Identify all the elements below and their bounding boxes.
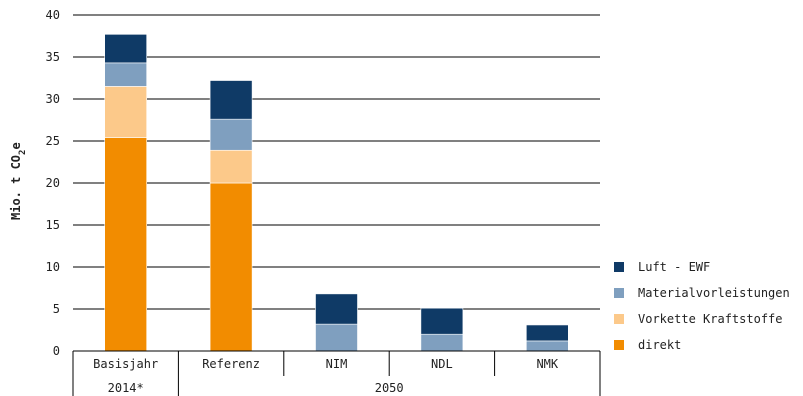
bar-segment <box>420 307 464 335</box>
bar-segment <box>104 62 147 87</box>
bars <box>104 34 569 352</box>
legend: Luft - EWF Materialvorleistungen Vorkette … <box>614 260 790 352</box>
x-tick-label: Referenz <box>202 357 260 371</box>
x-tick-label: NIM <box>326 357 348 371</box>
bar-segment <box>104 137 147 352</box>
y-tick-label: 5 <box>53 302 60 316</box>
bar-segment <box>104 86 147 138</box>
legend-swatch <box>614 262 624 272</box>
bar-segment <box>209 118 253 151</box>
y-tick-label: 35 <box>46 50 60 64</box>
y-tick-label: 30 <box>46 92 60 106</box>
y-axis-label: Mio. t CO2e <box>9 142 28 220</box>
legend-label: Materialvorleistungen <box>638 286 790 300</box>
legend-swatch <box>614 288 624 298</box>
gridlines <box>73 14 600 352</box>
legend-swatch <box>614 314 624 324</box>
bar-segment <box>209 182 253 352</box>
legend-label: Vorkette Kraftstoffe <box>638 312 783 326</box>
bar-segment <box>209 149 253 184</box>
y-tick-label: 40 <box>46 8 60 22</box>
x-group-label: 2050 <box>375 381 404 395</box>
legend-swatch <box>614 340 624 350</box>
y-tick-label: 15 <box>46 218 60 232</box>
legend-label: Luft - EWF <box>638 260 710 274</box>
x-tick-label: Basisjahr <box>93 357 158 371</box>
y-tick-labels: 0 5 10 15 20 25 30 35 40 <box>46 8 60 358</box>
bar-segment <box>104 34 147 64</box>
y-tick-label: 10 <box>46 260 60 274</box>
bar-segment <box>525 340 569 352</box>
x-axis: Basisjahr Referenz NIM NDL NMK 2014* 2050 <box>72 350 601 396</box>
bar-segment <box>315 323 358 352</box>
bar-segment <box>420 333 464 352</box>
x-tick-label: NMK <box>536 357 558 371</box>
x-tick-label: NDL <box>431 357 453 371</box>
bar-segment <box>525 324 569 342</box>
bar-segment <box>315 293 358 325</box>
x-sub-label: 2014* <box>108 381 144 395</box>
y-tick-label: 20 <box>46 176 60 190</box>
y-tick-label: 0 <box>53 344 60 358</box>
legend-label: direkt <box>638 338 681 352</box>
y-tick-label: 25 <box>46 134 60 148</box>
bar-segment <box>209 80 253 120</box>
